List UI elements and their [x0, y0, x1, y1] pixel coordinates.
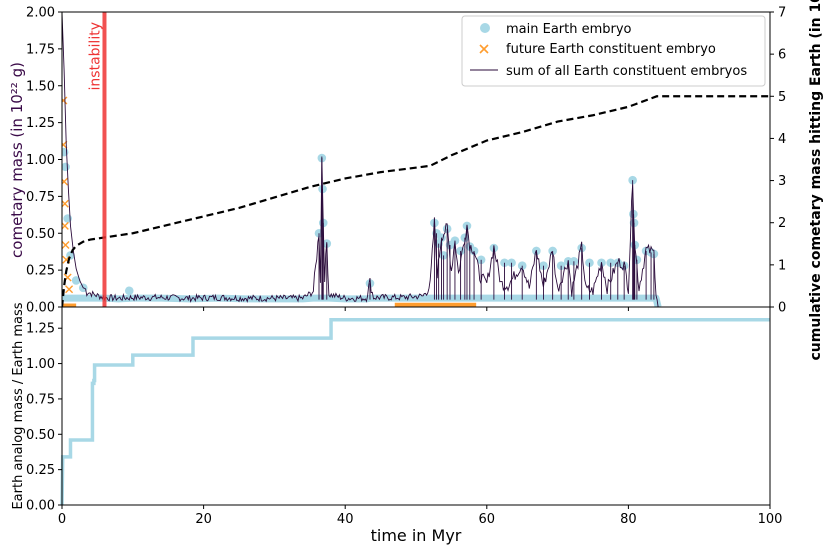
- bottom-y-tick-label: 0.50: [26, 428, 55, 443]
- top-y-tick-label: 0.50: [26, 227, 55, 242]
- top-x-ticks: [61, 307, 771, 311]
- legend-marker-future-embryo: [479, 44, 489, 54]
- main-embryo-marker: [124, 286, 134, 296]
- top-panel: 0.00 0.25 0.50 0.75 1.00 1.25 1.50 1.75 2.00 0 1 2…: [8, 0, 824, 361]
- bottom-plot-area: [60, 317, 770, 506]
- main-embryo-marker: [62, 162, 70, 172]
- top-right-y-tick-label: 5: [778, 90, 786, 105]
- bottom-y-tick-label: 0.00: [26, 499, 55, 514]
- future-embryo-marker: [62, 241, 70, 250]
- bottom-y-axis-label: Earth analog mass / Earth mass: [11, 302, 26, 509]
- legend: main Earth embryo future Earth constitue…: [461, 15, 766, 87]
- top-y-axis-label: cometary mass (in 10²² g): [8, 62, 26, 258]
- x-tick-label: 100: [758, 512, 783, 527]
- top-right-y-tick-label: 2: [778, 216, 786, 231]
- top-y-tick-label: 1.50: [26, 79, 55, 94]
- top-y-tick-label: 1.75: [26, 42, 55, 57]
- x-tick-label: 60: [479, 512, 496, 527]
- earth-analog-mass-line: [60, 317, 770, 506]
- top-y-tick-label: 1.00: [26, 153, 55, 168]
- bottom-panel-frame: [61, 306, 771, 506]
- top-right-y-tick-label: 7: [778, 6, 786, 21]
- instability-annotation: instability: [87, 22, 103, 90]
- bottom-y-tick-label: 1.00: [26, 357, 55, 372]
- cumulative-mass-line: [62, 95, 770, 307]
- sum-embryos-line: [62, 12, 770, 307]
- x-tick-label: 0: [58, 512, 66, 527]
- x-tick-label: 80: [620, 512, 637, 527]
- top-y-axis-ticks: 0.00 0.25 0.50 0.75 1.00 1.25 1.50 1.75 2.00: [26, 6, 62, 316]
- top-y-tick-label: 2.00: [26, 6, 55, 21]
- bottom-x-axis-ticks: 0 20 40 60 80 100: [58, 505, 783, 527]
- top-right-y-axis-ticks: 0 1 2 3 4 5 6 7: [770, 6, 786, 316]
- x-axis-label: time in Myr: [371, 526, 462, 545]
- x-tick-label: 20: [195, 512, 212, 527]
- bottom-y-tick-label: 0.75: [26, 392, 55, 407]
- legend-box: [461, 15, 766, 87]
- bottom-y-tick-label: 1.25: [26, 322, 55, 337]
- bottom-y-axis-ticks: 0.00 0.25 0.50 0.75 1.00 1.25: [26, 322, 62, 514]
- top-right-y-axis-label: cumulative cometary mass hitting Earth (…: [808, 0, 824, 361]
- top-right-y-tick-label: 1: [778, 258, 786, 273]
- bottom-panel: 0 20 40 60 80 100 0.00 0.25 0.50 0.75 1.00 1.25 Ea…: [11, 302, 782, 545]
- future-embryo-marker: [65, 285, 74, 294]
- top-right-y-tick-label: 6: [778, 48, 786, 63]
- top-y-tick-label: 0.00: [26, 301, 55, 316]
- top-right-y-tick-label: 4: [778, 132, 786, 147]
- legend-marker-main-embryo: [480, 23, 490, 33]
- top-right-y-tick-label: 3: [778, 174, 786, 189]
- top-y-tick-label: 0.75: [26, 190, 55, 205]
- legend-label-main-embryo: main Earth embryo: [506, 22, 632, 37]
- bottom-y-tick-label: 0.25: [26, 463, 55, 478]
- future-embryo-marker: [62, 96, 68, 105]
- future-embryo-marker: [62, 177, 69, 186]
- main-embryo-marker: [71, 276, 81, 285]
- legend-label-future-embryo: future Earth constituent embryo: [506, 42, 716, 57]
- top-y-tick-label: 0.25: [26, 264, 55, 279]
- top-right-y-tick-label: 0: [778, 301, 786, 316]
- legend-label-sum: sum of all Earth constituent embryos: [506, 64, 747, 79]
- top-y-tick-label: 1.25: [26, 116, 55, 131]
- x-tick-label: 40: [337, 512, 354, 527]
- top-plot-area: [62, 12, 770, 307]
